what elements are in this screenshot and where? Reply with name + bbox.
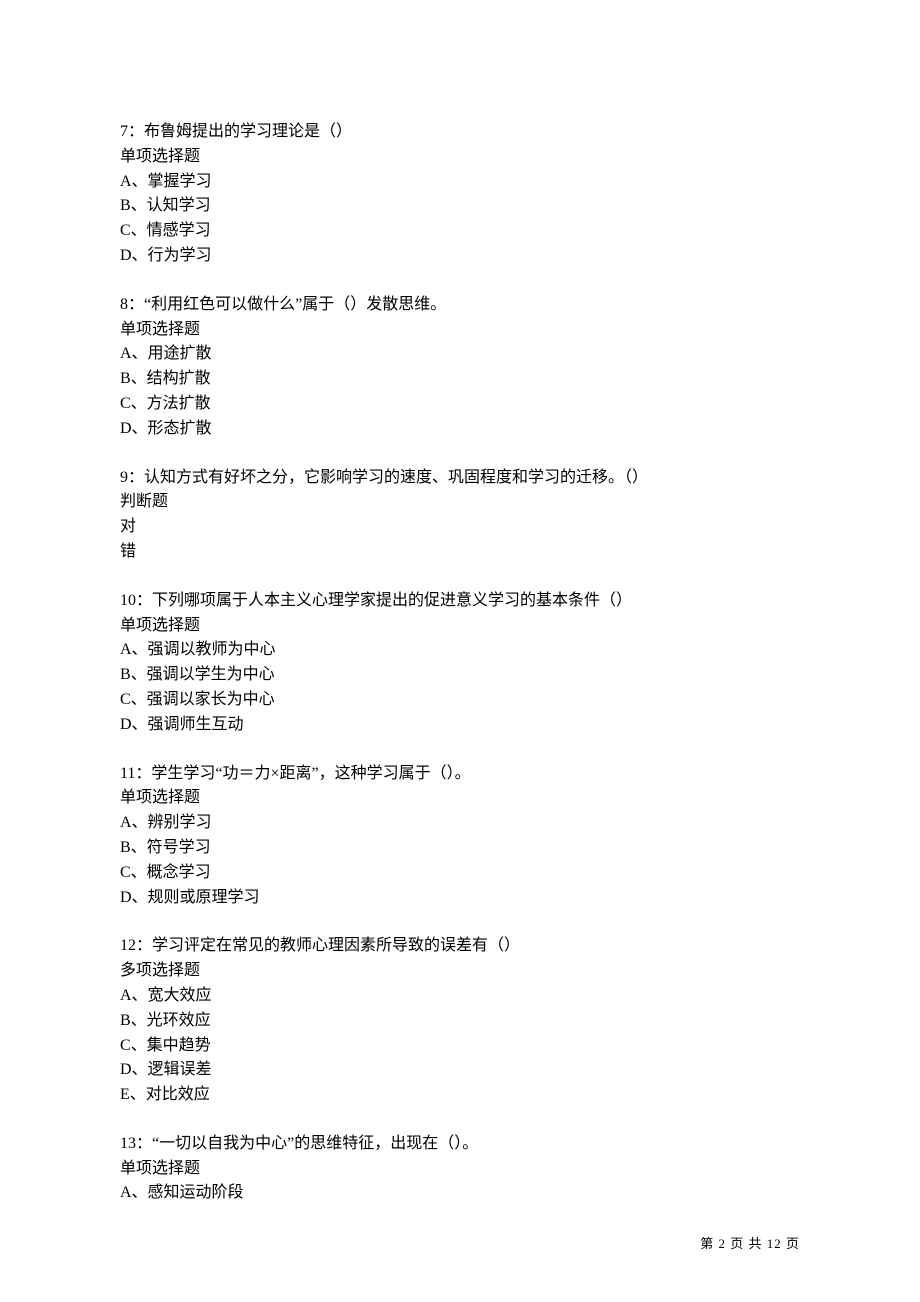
option-a: A、强调以教师为中心 <box>120 638 800 663</box>
option-d: D、行为学习 <box>120 244 800 269</box>
question-type: 单项选择题 <box>120 614 800 639</box>
document-content: 7：布鲁姆提出的学习理论是（） 单项选择题 A、掌握学习 B、认知学习 C、情感… <box>0 0 920 1206</box>
option-e: E、对比效应 <box>120 1083 800 1108</box>
option-d: D、规则或原理学习 <box>120 886 800 911</box>
option-b: B、强调以学生为中心 <box>120 663 800 688</box>
question-text: 12：学习评定在常见的教师心理因素所导致的误差有（） <box>120 934 800 959</box>
question-type: 单项选择题 <box>120 786 800 811</box>
question-13: 13：“一切以自我为中心”的思维特征，出现在（）。 单项选择题 A、感知运动阶段 <box>120 1132 800 1206</box>
option-true: 对 <box>120 515 800 540</box>
option-c: C、方法扩散 <box>120 392 800 417</box>
option-b: B、符号学习 <box>120 836 800 861</box>
option-a: A、用途扩散 <box>120 342 800 367</box>
option-d: D、形态扩散 <box>120 417 800 442</box>
question-type: 多项选择题 <box>120 959 800 984</box>
option-d: D、强调师生互动 <box>120 713 800 738</box>
option-c: C、集中趋势 <box>120 1034 800 1059</box>
question-text: 9：认知方式有好坏之分，它影响学习的速度、巩固程度和学习的迁移。（） <box>120 466 800 491</box>
option-d: D、逻辑误差 <box>120 1058 800 1083</box>
question-type: 判断题 <box>120 490 800 515</box>
question-text: 13：“一切以自我为中心”的思维特征，出现在（）。 <box>120 1132 800 1157</box>
option-a: A、辨别学习 <box>120 811 800 836</box>
option-c: C、概念学习 <box>120 861 800 886</box>
question-11: 11：学生学习“功＝力×距离”，这种学习属于（）。 单项选择题 A、辨别学习 B… <box>120 762 800 911</box>
option-a: A、掌握学习 <box>120 170 800 195</box>
question-9: 9：认知方式有好坏之分，它影响学习的速度、巩固程度和学习的迁移。（） 判断题 对… <box>120 466 800 565</box>
page-number-text: 第 2 页 共 12 页 <box>700 1236 800 1251</box>
question-type: 单项选择题 <box>120 145 800 170</box>
question-type: 单项选择题 <box>120 318 800 343</box>
option-false: 错 <box>120 540 800 565</box>
question-text: 11：学生学习“功＝力×距离”，这种学习属于（）。 <box>120 762 800 787</box>
option-a: A、宽大效应 <box>120 984 800 1009</box>
question-text: 8：“利用红色可以做什么”属于（）发散思维。 <box>120 293 800 318</box>
question-8: 8：“利用红色可以做什么”属于（）发散思维。 单项选择题 A、用途扩散 B、结构… <box>120 293 800 442</box>
option-c: C、情感学习 <box>120 219 800 244</box>
option-a: A、感知运动阶段 <box>120 1181 800 1206</box>
question-12: 12：学习评定在常见的教师心理因素所导致的误差有（） 多项选择题 A、宽大效应 … <box>120 934 800 1108</box>
question-10: 10：下列哪项属于人本主义心理学家提出的促进意义学习的基本条件（） 单项选择题 … <box>120 589 800 738</box>
question-type: 单项选择题 <box>120 1157 800 1182</box>
question-7: 7：布鲁姆提出的学习理论是（） 单项选择题 A、掌握学习 B、认知学习 C、情感… <box>120 120 800 269</box>
option-b: B、认知学习 <box>120 194 800 219</box>
option-b: B、光环效应 <box>120 1009 800 1034</box>
option-b: B、结构扩散 <box>120 367 800 392</box>
question-text: 7：布鲁姆提出的学习理论是（） <box>120 120 800 145</box>
option-c: C、强调以家长为中心 <box>120 688 800 713</box>
page-footer: 第 2 页 共 12 页 <box>700 1233 800 1252</box>
question-text: 10：下列哪项属于人本主义心理学家提出的促进意义学习的基本条件（） <box>120 589 800 614</box>
